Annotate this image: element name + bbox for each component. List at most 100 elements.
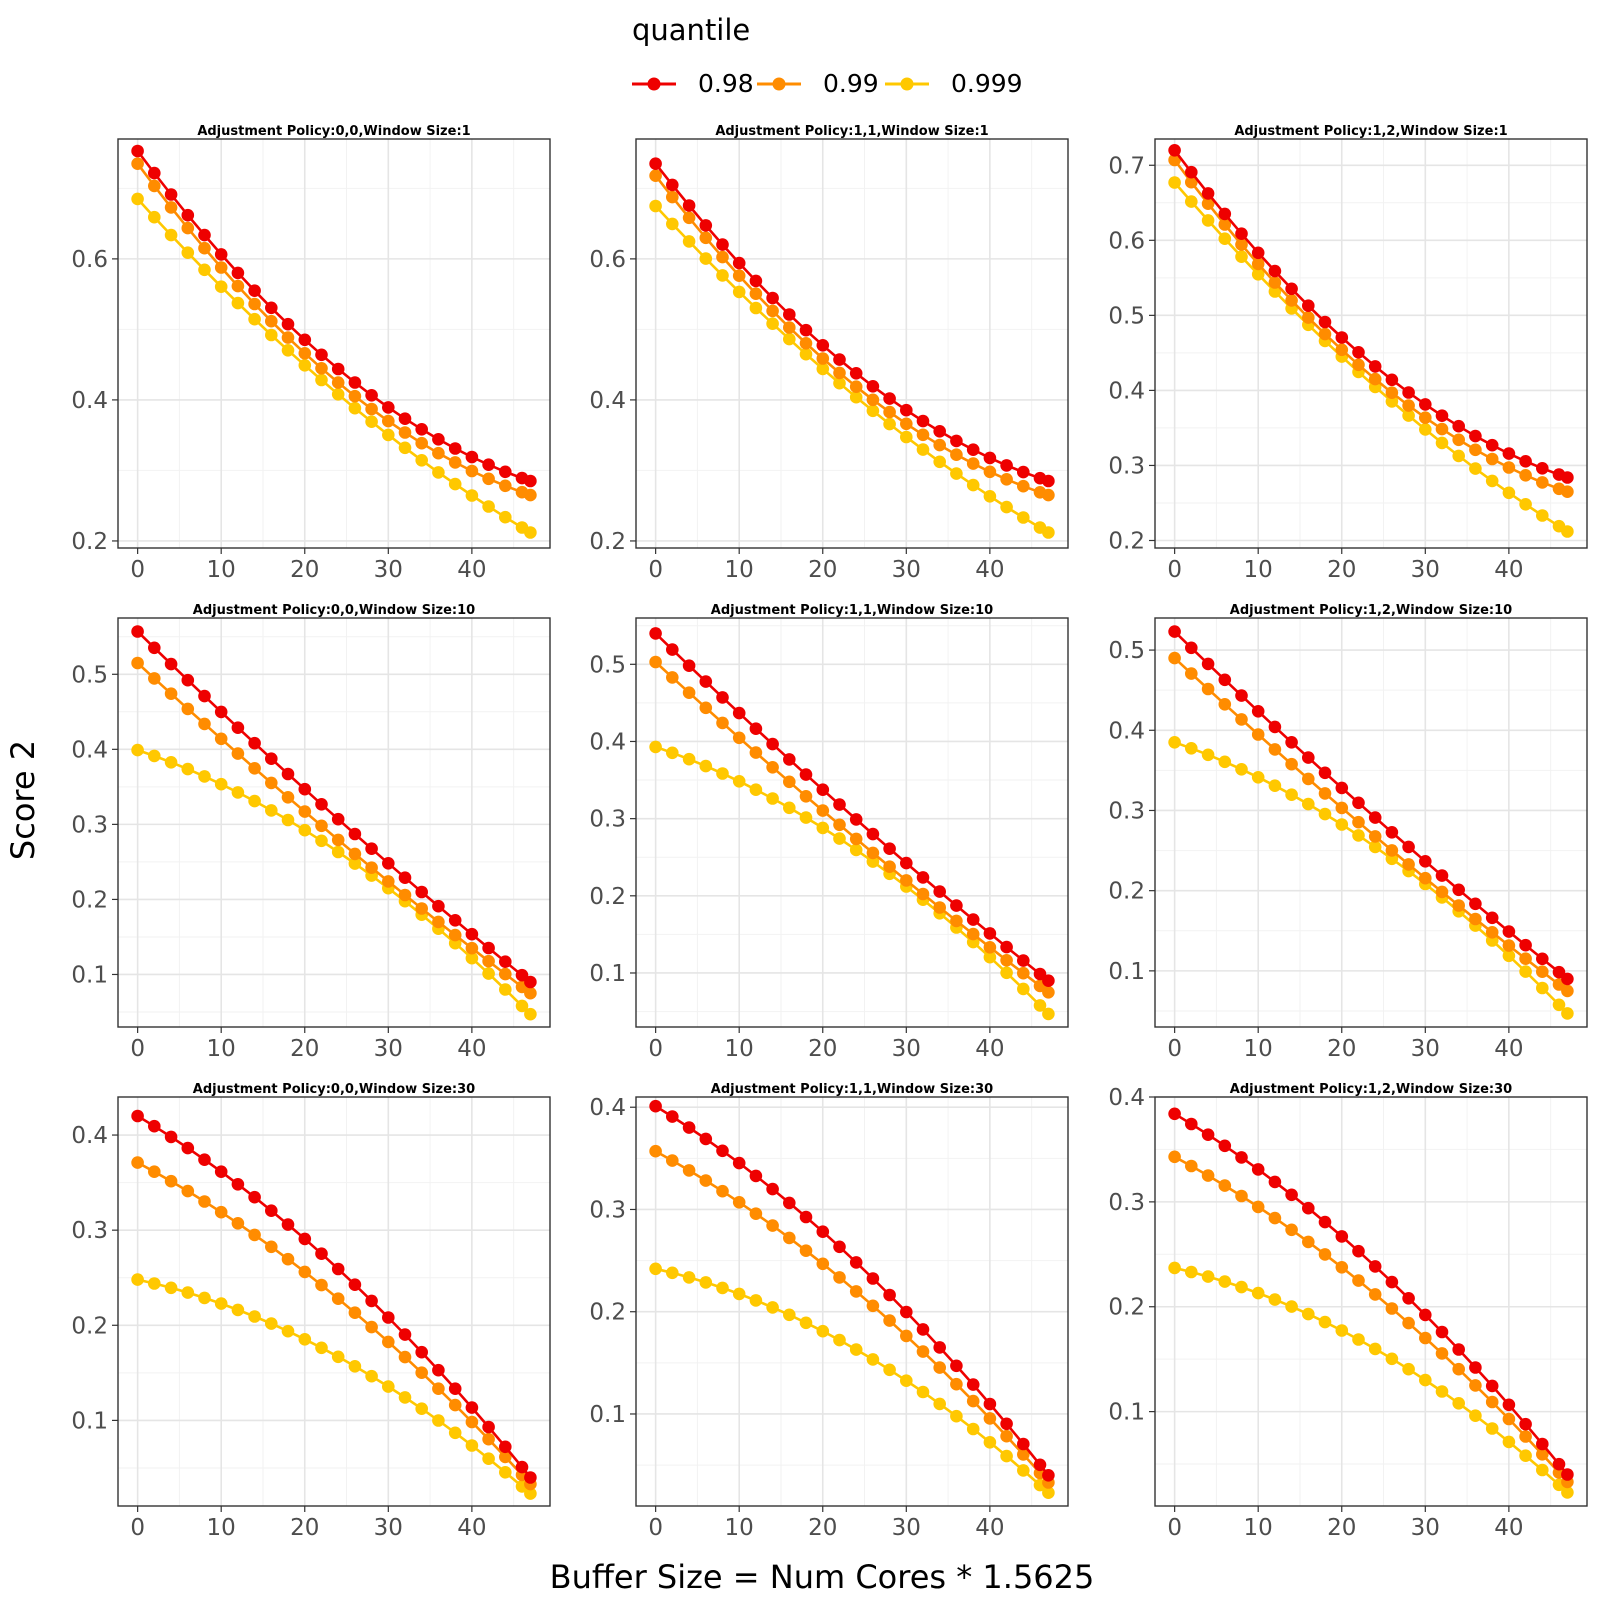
data-point — [1285, 1300, 1298, 1313]
data-point — [766, 737, 779, 751]
data-point — [699, 1276, 713, 1289]
data-point — [1251, 1286, 1265, 1300]
data-point — [1502, 1435, 1516, 1449]
data-point — [1185, 1159, 1198, 1173]
x-tick-label: 40 — [457, 1515, 486, 1541]
y-tick-label: 0.4 — [1108, 718, 1145, 744]
data-point — [331, 362, 345, 376]
data-point — [164, 1130, 178, 1144]
data-point — [1318, 315, 1332, 329]
data-point — [900, 1305, 913, 1319]
data-point — [432, 1363, 445, 1377]
data-point — [382, 875, 395, 888]
data-point — [1419, 398, 1432, 411]
data-point — [1552, 1457, 1566, 1471]
data-point — [482, 1432, 495, 1446]
data-point — [732, 285, 746, 299]
data-point — [1485, 1379, 1499, 1393]
data-point — [298, 805, 312, 818]
data-point — [515, 968, 529, 982]
data-point — [1168, 625, 1181, 638]
data-point — [131, 1109, 144, 1123]
data-point — [482, 458, 495, 472]
data-point — [398, 871, 412, 884]
data-point — [816, 1324, 830, 1338]
data-point — [331, 1292, 345, 1305]
series-0.99 — [649, 655, 1055, 999]
data-point — [214, 261, 228, 274]
data-point — [900, 856, 913, 870]
data-point — [933, 885, 946, 898]
data-point — [248, 1190, 261, 1204]
data-point — [524, 975, 537, 989]
data-point — [1335, 818, 1349, 831]
x-tick-label: 40 — [1494, 1515, 1523, 1541]
series-0.999 — [649, 1262, 1055, 1499]
data-point — [1168, 176, 1181, 189]
data-point — [465, 941, 479, 955]
data-point — [1268, 743, 1282, 756]
data-point — [1519, 938, 1532, 952]
series-0.99 — [1168, 153, 1574, 499]
data-point — [1218, 232, 1232, 245]
data-point — [716, 767, 729, 780]
data-point — [1302, 1235, 1315, 1249]
data-point — [716, 716, 729, 730]
data-point — [1469, 443, 1482, 457]
data-point — [966, 1378, 980, 1391]
x-tick-label: 10 — [725, 557, 754, 583]
data-point — [298, 1333, 312, 1346]
data-point — [1402, 840, 1415, 854]
data-point — [916, 443, 930, 456]
data-point — [131, 157, 144, 170]
data-point — [666, 217, 679, 231]
data-point — [1017, 982, 1030, 996]
data-point — [1218, 673, 1232, 687]
legend-label: 0.98 — [698, 69, 754, 98]
data-point — [1185, 641, 1198, 655]
data-point — [382, 428, 395, 442]
data-point — [1168, 1107, 1181, 1121]
x-tick-label: 20 — [1327, 1036, 1356, 1062]
data-point — [1561, 471, 1574, 484]
data-point — [1485, 438, 1499, 452]
x-tick-label: 0 — [130, 1515, 145, 1541]
data-point — [148, 672, 161, 685]
data-point — [766, 792, 779, 805]
data-point — [1302, 1307, 1315, 1321]
data-point — [916, 414, 930, 428]
data-point — [1285, 294, 1298, 307]
y-tick-label: 0.3 — [71, 812, 108, 838]
data-point — [1201, 1128, 1215, 1141]
data-point — [900, 430, 913, 444]
data-point — [699, 701, 713, 715]
data-point — [799, 1210, 813, 1224]
grid — [118, 1097, 550, 1506]
data-point — [231, 747, 245, 760]
data-point — [983, 950, 997, 964]
data-point — [315, 1278, 328, 1292]
data-point — [1218, 207, 1232, 221]
data-point — [749, 301, 763, 315]
data-point — [499, 983, 512, 996]
data-point — [181, 1141, 195, 1155]
x-tick-label: 20 — [1327, 557, 1356, 583]
data-point — [1185, 742, 1198, 755]
x-tick-label: 20 — [290, 1036, 319, 1062]
data-point — [866, 393, 880, 407]
data-point — [766, 317, 779, 331]
data-point — [1561, 984, 1574, 998]
data-point — [1385, 373, 1399, 387]
data-point — [1485, 911, 1499, 925]
x-tick-label: 20 — [808, 1515, 837, 1541]
data-point — [482, 967, 495, 980]
data-point — [783, 1231, 796, 1245]
data-point — [348, 401, 362, 415]
panel-background — [636, 139, 1068, 548]
data-point — [148, 1165, 161, 1178]
data-point — [265, 752, 278, 765]
data-point — [231, 1178, 245, 1191]
data-point — [849, 813, 863, 826]
data-point — [649, 157, 662, 170]
data-point — [682, 1271, 696, 1284]
